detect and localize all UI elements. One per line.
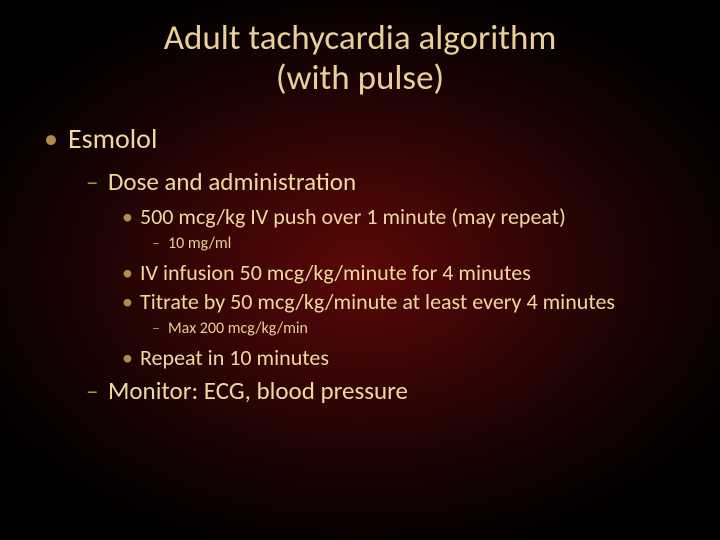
list-item: – 10 mg/ml [148,234,680,253]
lvl2-text: Dose and administration [108,166,356,197]
lvl2-text: Monitor: ECG, blood pressure [108,375,408,406]
list-item: • Repeat in 10 minutes [118,344,680,371]
list-item: • Esmolol – Dose and administration • 50… [40,121,680,406]
title-line-1: Adult tachycardia algorithm [164,17,557,59]
bullet-dot-icon: • [40,121,68,156]
bullet-dash-icon: – [82,166,108,197]
lvl3-text: IV infusion 50 mcg/kg/minute for 4 minut… [140,259,531,286]
slide: Adult tachycardia algorithm (with pulse)… [0,0,720,540]
slide-title: Adult tachycardia algorithm (with pulse) [40,18,680,99]
bullet-dash-icon: – [148,319,168,338]
list-item: • 500 mcg/kg IV push over 1 minute (may … [118,203,680,253]
bullet-dot-icon: • [118,259,140,286]
lvl3-text: 500 mcg/kg IV push over 1 minute (may re… [140,203,566,230]
lvl3-text: Repeat in 10 minutes [140,344,329,371]
bullet-list-lvl4: – Max 200 mcg/kg/min [148,319,680,338]
lvl4-text: 10 mg/ml [168,234,231,253]
lvl4-text: Max 200 mcg/kg/min [168,319,308,338]
bullet-dash-icon: – [148,234,168,253]
bullet-dot-icon: • [118,288,140,315]
list-item: • IV infusion 50 mcg/kg/minute for 4 min… [118,259,680,286]
bullet-list-lvl1: • Esmolol – Dose and administration • 50… [40,121,680,406]
bullet-dot-icon: • [118,203,140,230]
list-item: • Titrate by 50 mcg/kg/minute at least e… [118,288,680,338]
list-item: – Max 200 mcg/kg/min [148,319,680,338]
list-item: – Dose and administration • 500 mcg/kg I… [82,166,680,371]
bullet-list-lvl2: – Dose and administration • 500 mcg/kg I… [82,166,680,406]
bullet-dot-icon: • [118,344,140,371]
list-item: – Monitor: ECG, blood pressure [82,375,680,406]
bullet-list-lvl4: – 10 mg/ml [148,234,680,253]
lvl1-text: Esmolol [68,121,157,156]
bullet-list-lvl3: • 500 mcg/kg IV push over 1 minute (may … [118,203,680,371]
title-line-2: (with pulse) [276,57,444,99]
lvl3-text: Titrate by 50 mcg/kg/minute at least eve… [140,288,615,315]
bullet-dash-icon: – [82,375,108,406]
